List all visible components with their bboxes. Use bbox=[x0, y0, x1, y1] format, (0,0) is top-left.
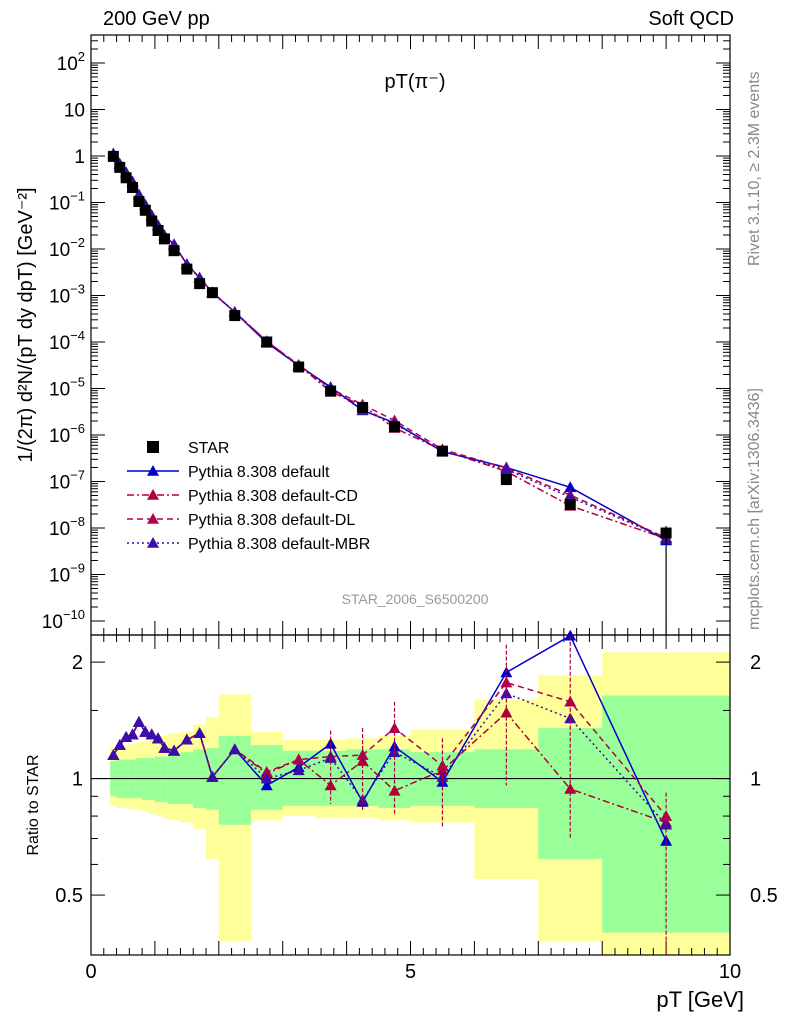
ratio-series-marker bbox=[132, 716, 145, 727]
top-y-axis-label: 1/(2π) d²N/(pT dy dpT) [GeV⁻²] bbox=[15, 187, 37, 462]
y-tick-label: 10−4 bbox=[49, 328, 85, 354]
x-axis-label: pT [GeV] bbox=[656, 987, 744, 1012]
star-data-point bbox=[181, 263, 193, 275]
header-right: Soft QCD bbox=[648, 8, 734, 30]
star-data-point bbox=[261, 336, 273, 348]
star-data-point bbox=[206, 287, 218, 299]
top-series-marker bbox=[500, 463, 513, 475]
band-inner bbox=[154, 756, 162, 802]
ratio-series-marker bbox=[260, 765, 273, 777]
legend-marker bbox=[147, 537, 159, 548]
ratio-series-marker bbox=[228, 743, 241, 755]
y-tick-label: 10−2 bbox=[49, 235, 85, 261]
y-tick-label: 102 bbox=[57, 49, 85, 75]
y-tick-label: 10−7 bbox=[49, 468, 85, 494]
ratio-series-marker bbox=[660, 834, 673, 846]
top-series-marker bbox=[564, 481, 577, 493]
legend-marker bbox=[147, 489, 159, 500]
ratio-series-marker bbox=[139, 725, 152, 737]
ratio-series-marker bbox=[113, 739, 126, 750]
analysis-watermark: STAR_2006_S6500200 bbox=[342, 591, 489, 607]
star-data-point bbox=[168, 245, 180, 257]
y-tick-label: 10−5 bbox=[49, 374, 85, 400]
axes: 10−1010−910−810−710−610−510−410−310−210−… bbox=[15, 34, 778, 1012]
star-data-point bbox=[293, 361, 305, 373]
star-data-point bbox=[158, 233, 170, 245]
ratio-y-tick-label: 2 bbox=[72, 652, 83, 674]
top-series-line bbox=[112, 153, 667, 542]
y-tick-label: 1 bbox=[74, 147, 85, 168]
ratio-series-marker bbox=[564, 695, 577, 707]
legend-marker-star bbox=[147, 441, 159, 453]
y-tick-label: 10−10 bbox=[42, 607, 85, 633]
ratio-y-tick-label: 0.5 bbox=[55, 885, 83, 907]
legend-entry-label: STAR bbox=[188, 440, 229, 457]
plot-title: pT(π⁻) bbox=[384, 71, 445, 93]
legend: STAR Pythia 8.308 default Pythia 8.308 def… bbox=[127, 440, 370, 553]
star-data-point bbox=[146, 215, 158, 227]
legend-entry-label: Pythia 8.308 default bbox=[188, 464, 330, 481]
side-label-bottom: mcplots.cern.ch [arXiv:1306.3436] bbox=[746, 388, 763, 630]
ratio-y-tick-label-right: 0.5 bbox=[750, 885, 778, 907]
ratio-series-marker bbox=[152, 732, 165, 744]
y-tick-label: 10−1 bbox=[49, 188, 85, 214]
ratio-series-marker bbox=[260, 772, 273, 784]
star-data-point bbox=[194, 278, 206, 290]
ratio-series-marker bbox=[206, 770, 219, 782]
star-data-point bbox=[436, 445, 448, 457]
legend-entry-label: Pythia 8.308 default-CD bbox=[188, 488, 358, 505]
star-data-point bbox=[325, 385, 337, 397]
header-left: 200 GeV pp bbox=[103, 8, 210, 30]
star-data-point bbox=[229, 310, 241, 322]
ratio-series-marker bbox=[145, 728, 158, 740]
star-data-point bbox=[500, 474, 512, 486]
ratio-series-marker bbox=[660, 810, 673, 821]
y-tick-label: 10−9 bbox=[49, 561, 85, 587]
x-tick-label: 0 bbox=[85, 961, 96, 983]
legend-entry-label: Pythia 8.308 default-MBR bbox=[188, 536, 370, 553]
star-data-point bbox=[133, 196, 145, 208]
star-data-point bbox=[107, 150, 119, 162]
legend-marker bbox=[147, 465, 159, 476]
star-data-point bbox=[120, 172, 132, 184]
ratio-series-marker bbox=[292, 753, 305, 765]
series-layer bbox=[107, 147, 673, 955]
legend-marker bbox=[147, 513, 159, 524]
ratio-series-marker bbox=[564, 629, 577, 641]
y-tick-label: 10−3 bbox=[49, 281, 85, 307]
x-tick-label: 10 bbox=[719, 961, 741, 983]
ratio-series-marker bbox=[158, 741, 171, 753]
uncertainty-bands bbox=[110, 652, 731, 955]
y-tick-label: 10 bbox=[64, 100, 85, 121]
star-data-point bbox=[389, 421, 401, 433]
band-inner bbox=[161, 756, 168, 802]
y-tick-label: 10−8 bbox=[49, 514, 85, 540]
star-data-point bbox=[152, 224, 164, 236]
ratio-series-marker bbox=[564, 712, 577, 724]
ratio-series-marker bbox=[193, 727, 206, 739]
ratio-y-tick-label-right: 2 bbox=[750, 652, 761, 674]
ratio-series-marker bbox=[168, 744, 181, 756]
ratio-series-marker bbox=[292, 764, 305, 776]
ratio-y-axis-label: Ratio to STAR bbox=[25, 754, 42, 855]
ratio-series-marker bbox=[107, 749, 120, 760]
x-tick-label: 5 bbox=[405, 961, 416, 983]
ratio-series-marker bbox=[126, 728, 139, 740]
y-tick-label: 10−6 bbox=[49, 421, 85, 447]
ratio-series-marker bbox=[356, 794, 369, 805]
ratio-y-tick-label-right: 1 bbox=[750, 769, 761, 791]
top-frame bbox=[90, 34, 731, 636]
ratio-series-marker bbox=[180, 733, 193, 745]
legend-entry-label: Pythia 8.308 default-DL bbox=[188, 512, 355, 529]
star-data-point bbox=[114, 161, 126, 173]
star-data-point bbox=[564, 499, 576, 511]
star-data-point bbox=[139, 204, 151, 216]
star-data-point bbox=[357, 402, 369, 414]
star-data-point bbox=[127, 182, 139, 194]
ratio-y-tick-label: 1 bbox=[72, 769, 83, 791]
ratio-series-marker bbox=[260, 779, 273, 791]
ratio-series-marker bbox=[388, 784, 401, 796]
side-label-top: Rivet 3.1.10, ≥ 2.3M events bbox=[746, 71, 763, 266]
